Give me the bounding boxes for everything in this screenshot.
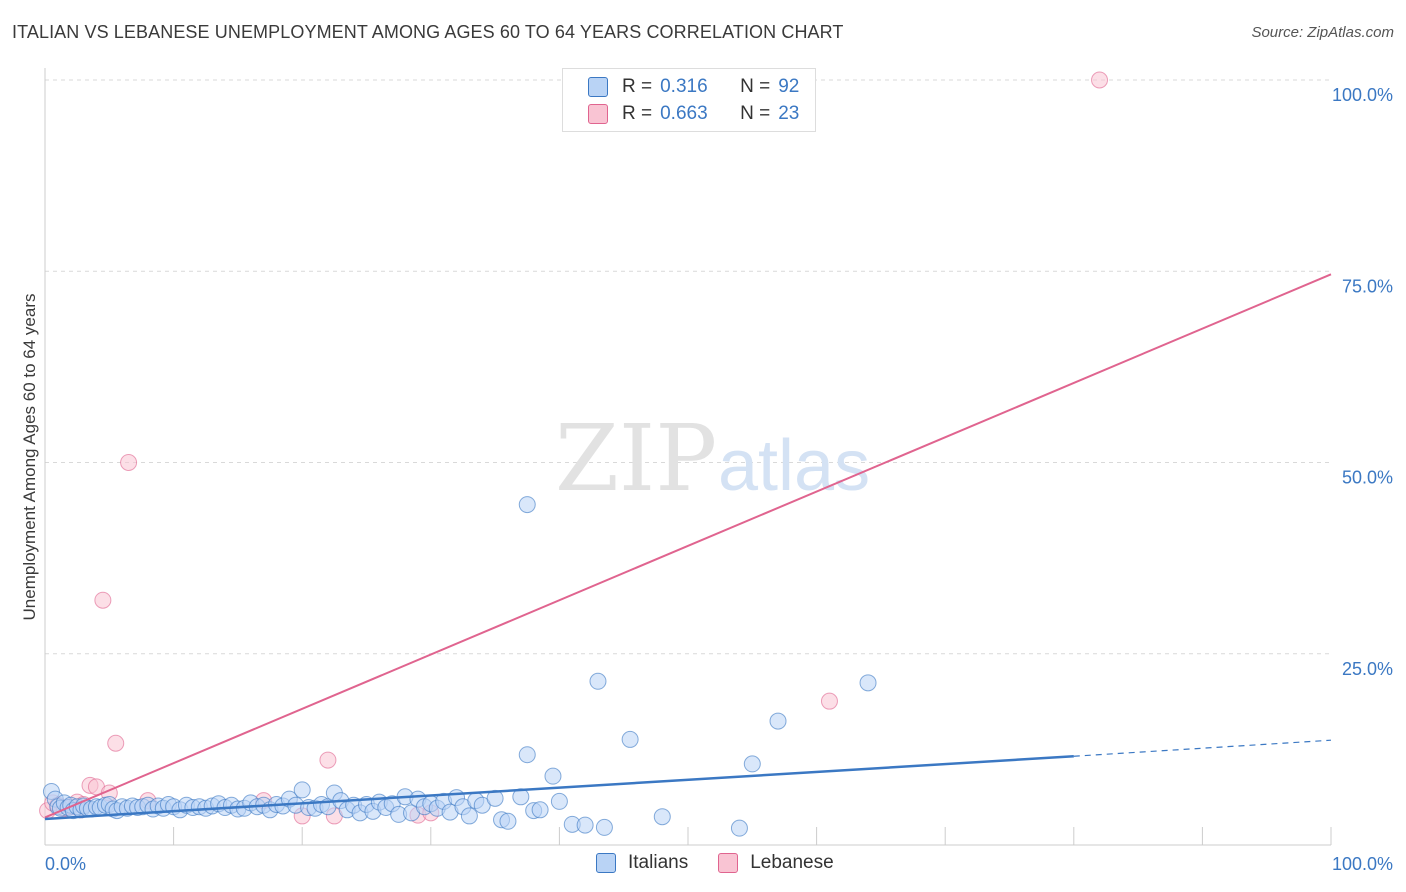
watermark-zip: ZIP [555, 405, 717, 512]
italians-point [293, 781, 311, 799]
italians-point [595, 818, 613, 836]
legend-row-lebanese: R = 0.663 N = 23 [588, 101, 799, 127]
legend-label-lebanese: Lebanese [750, 852, 834, 873]
legend-r-label: R = [622, 76, 653, 97]
italians-point [518, 746, 536, 764]
legend-item-italians: Italians [596, 852, 688, 874]
bottom-legend: Italians Lebanese [596, 852, 864, 874]
legend-n-value: 92 [778, 76, 800, 97]
italians-point [743, 755, 761, 773]
italians-point [589, 672, 607, 690]
y-tick-label: 50.0% [1342, 468, 1393, 488]
legend-n-label: N = [740, 103, 771, 124]
x-tick-label: 0.0% [45, 854, 86, 874]
axes [44, 68, 1332, 846]
lebanese-trend-line [44, 273, 1332, 819]
legend-item-lebanese: Lebanese [718, 852, 834, 874]
source-label: Source: ZipAtlas.com [1251, 24, 1394, 41]
italians-trend-line [44, 755, 1074, 821]
italians-trend-extension [1073, 739, 1332, 757]
chart-title: ITALIAN VS LEBANESE UNEMPLOYMENT AMONG A… [12, 22, 844, 42]
y-tick-label: 25.0% [1342, 659, 1393, 679]
lebanese-legend-icon [718, 853, 739, 873]
legend-n-value: 23 [778, 103, 800, 124]
lebanese-point [120, 454, 138, 471]
italians-point [518, 496, 536, 514]
italians-point [550, 792, 568, 810]
italians-point [653, 808, 671, 826]
italians-point [499, 812, 517, 830]
italians-point [531, 801, 549, 819]
lebanese-point [94, 591, 112, 609]
legend-label-italians: Italians [628, 852, 689, 873]
legend: R = 0.316 N = 92 R = 0.663 N = 23 [562, 68, 816, 132]
trend-lines [44, 273, 1332, 821]
lebanese-point [107, 734, 125, 752]
legend-r-value: 0.663 [660, 103, 708, 124]
legend-r-value: 0.316 [660, 76, 708, 97]
tick-labels: 100.0% 75.0% 50.0% 25.0% 0.0% 100.0% [45, 85, 1393, 874]
lebanese-point [1091, 71, 1109, 89]
italians-point [544, 767, 562, 785]
italians-point [769, 712, 787, 730]
lebanese-point [820, 692, 838, 710]
italians-swatch-icon [588, 77, 608, 97]
gridlines [45, 79, 1331, 655]
watermark-atlas: atlas [718, 426, 870, 506]
y-tick-label: 75.0% [1342, 276, 1393, 296]
lebanese-swatch-icon [588, 104, 608, 124]
italians-legend-icon [596, 853, 616, 873]
x-tick-label: 100.0% [1332, 854, 1393, 874]
legend-r-label: R = [622, 103, 653, 124]
italians-point [621, 730, 639, 748]
lebanese-point [319, 751, 337, 769]
italians-point [730, 819, 748, 837]
legend-n-label: N = [740, 76, 771, 97]
italians-points [42, 496, 877, 837]
y-tick-label: 100.0% [1332, 85, 1393, 105]
legend-row-italians: R = 0.316 N = 92 [588, 74, 799, 100]
italians-point [576, 816, 594, 834]
italians-point [859, 674, 877, 692]
italians-point [460, 807, 478, 825]
